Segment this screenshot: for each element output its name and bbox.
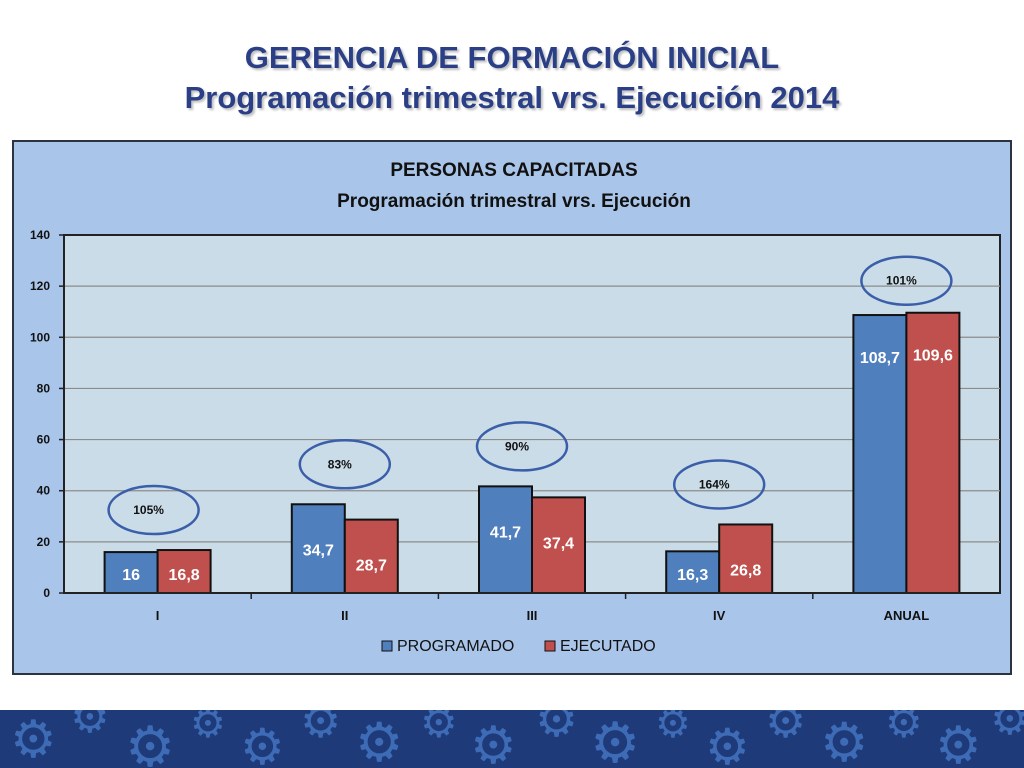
slide-title-line1: GERENCIA DE FORMACIÓN INICIAL (244, 40, 780, 75)
decorative-gear-band: ⚙ ⚙ ⚙ ⚙ ⚙ ⚙ ⚙ ⚙ ⚙ ⚙ ⚙ ⚙ ⚙ ⚙ ⚙ ⚙ ⚙ ⚙ (0, 710, 1024, 768)
gear-icon: ⚙ (300, 710, 342, 748)
x-tick-label: IV (713, 608, 726, 623)
annotation-label: 164% (699, 477, 730, 491)
bar-ejecutado (343, 518, 399, 594)
legend-label-programado: PROGRAMADO (397, 638, 514, 655)
legend-label-ejecutado: EJECUTADO (560, 638, 656, 655)
data-label: 16 (122, 567, 140, 584)
gear-icon: ⚙ (590, 711, 641, 768)
bar-ejecutado (718, 523, 774, 594)
y-tick-label: 60 (37, 433, 51, 447)
y-tick-label: 0 (43, 586, 50, 600)
bar-programado (478, 485, 533, 595)
x-tick-label: ANUAL (884, 608, 930, 623)
annotation-label: 83% (328, 457, 352, 471)
gear-icon: ⚙ (535, 710, 579, 748)
annotation-label: 101% (886, 274, 917, 288)
slide-title-line2: Programación trimestral vrs. Ejecución 2… (184, 80, 840, 115)
y-tick-label: 120 (30, 279, 50, 293)
gear-icon: ⚙ (820, 711, 869, 768)
annotation-ellipse (672, 459, 766, 510)
chart-title: PERSONAS CAPACITADAS (390, 160, 637, 181)
legend-swatch-programado (381, 640, 393, 652)
x-tick-label: III (527, 608, 538, 623)
gear-icon: ⚙ (885, 710, 923, 747)
data-label: 108,7 (860, 350, 900, 367)
data-label: 26,8 (730, 562, 761, 579)
gear-icon: ⚙ (470, 716, 517, 768)
data-label: 37,4 (543, 535, 574, 552)
gear-icon: ⚙ (355, 711, 404, 768)
data-label: 41,7 (490, 524, 521, 541)
chart-container: PERSONAS CAPACITADAS Programación trimes… (12, 140, 1012, 675)
gear-icon: ⚙ (990, 710, 1024, 745)
annotation-label: 90% (505, 439, 529, 453)
x-tick-label: II (341, 608, 348, 623)
gear-icon: ⚙ (125, 715, 176, 768)
data-label: 16,8 (169, 567, 200, 584)
y-tick-label: 80 (37, 381, 51, 395)
data-label: 109,6 (913, 348, 953, 365)
bar-ejecutado (156, 549, 212, 595)
legend-swatch-ejecutado (544, 640, 556, 652)
gear-icon: ⚙ (655, 710, 691, 747)
chart-subtitle: Programación trimestral vrs. Ejecución (337, 191, 691, 212)
annotation-label: 105% (133, 503, 164, 517)
y-tick-label: 100 (30, 330, 50, 344)
gear-icon: ⚙ (190, 710, 226, 747)
bar-ejecutado (905, 311, 961, 594)
bar-chart: PERSONAS CAPACITADAS Programación trimes… (30, 160, 1001, 655)
annotation-ellipse (475, 421, 569, 472)
annotation-ellipse (298, 439, 392, 490)
y-tick-label: 20 (37, 535, 51, 549)
gear-icon: ⚙ (765, 710, 807, 748)
gear-icon: ⚙ (935, 716, 982, 768)
y-tick-label: 40 (37, 484, 51, 498)
gear-icon: ⚙ (420, 710, 458, 747)
gear-icon: ⚙ (705, 718, 750, 768)
data-label: 28,7 (356, 558, 387, 575)
gear-icon: ⚙ (240, 718, 285, 768)
gear-icon: ⚙ (70, 710, 110, 743)
data-label: 34,7 (303, 542, 334, 559)
bar-programado (852, 314, 908, 594)
annotation-ellipse (860, 255, 953, 306)
x-tick-label: I (156, 608, 160, 623)
gear-icon: ⚙ (10, 710, 57, 768)
y-tick-label: 140 (30, 228, 50, 242)
data-label: 16,3 (677, 567, 708, 584)
annotation-ellipse (107, 484, 200, 536)
